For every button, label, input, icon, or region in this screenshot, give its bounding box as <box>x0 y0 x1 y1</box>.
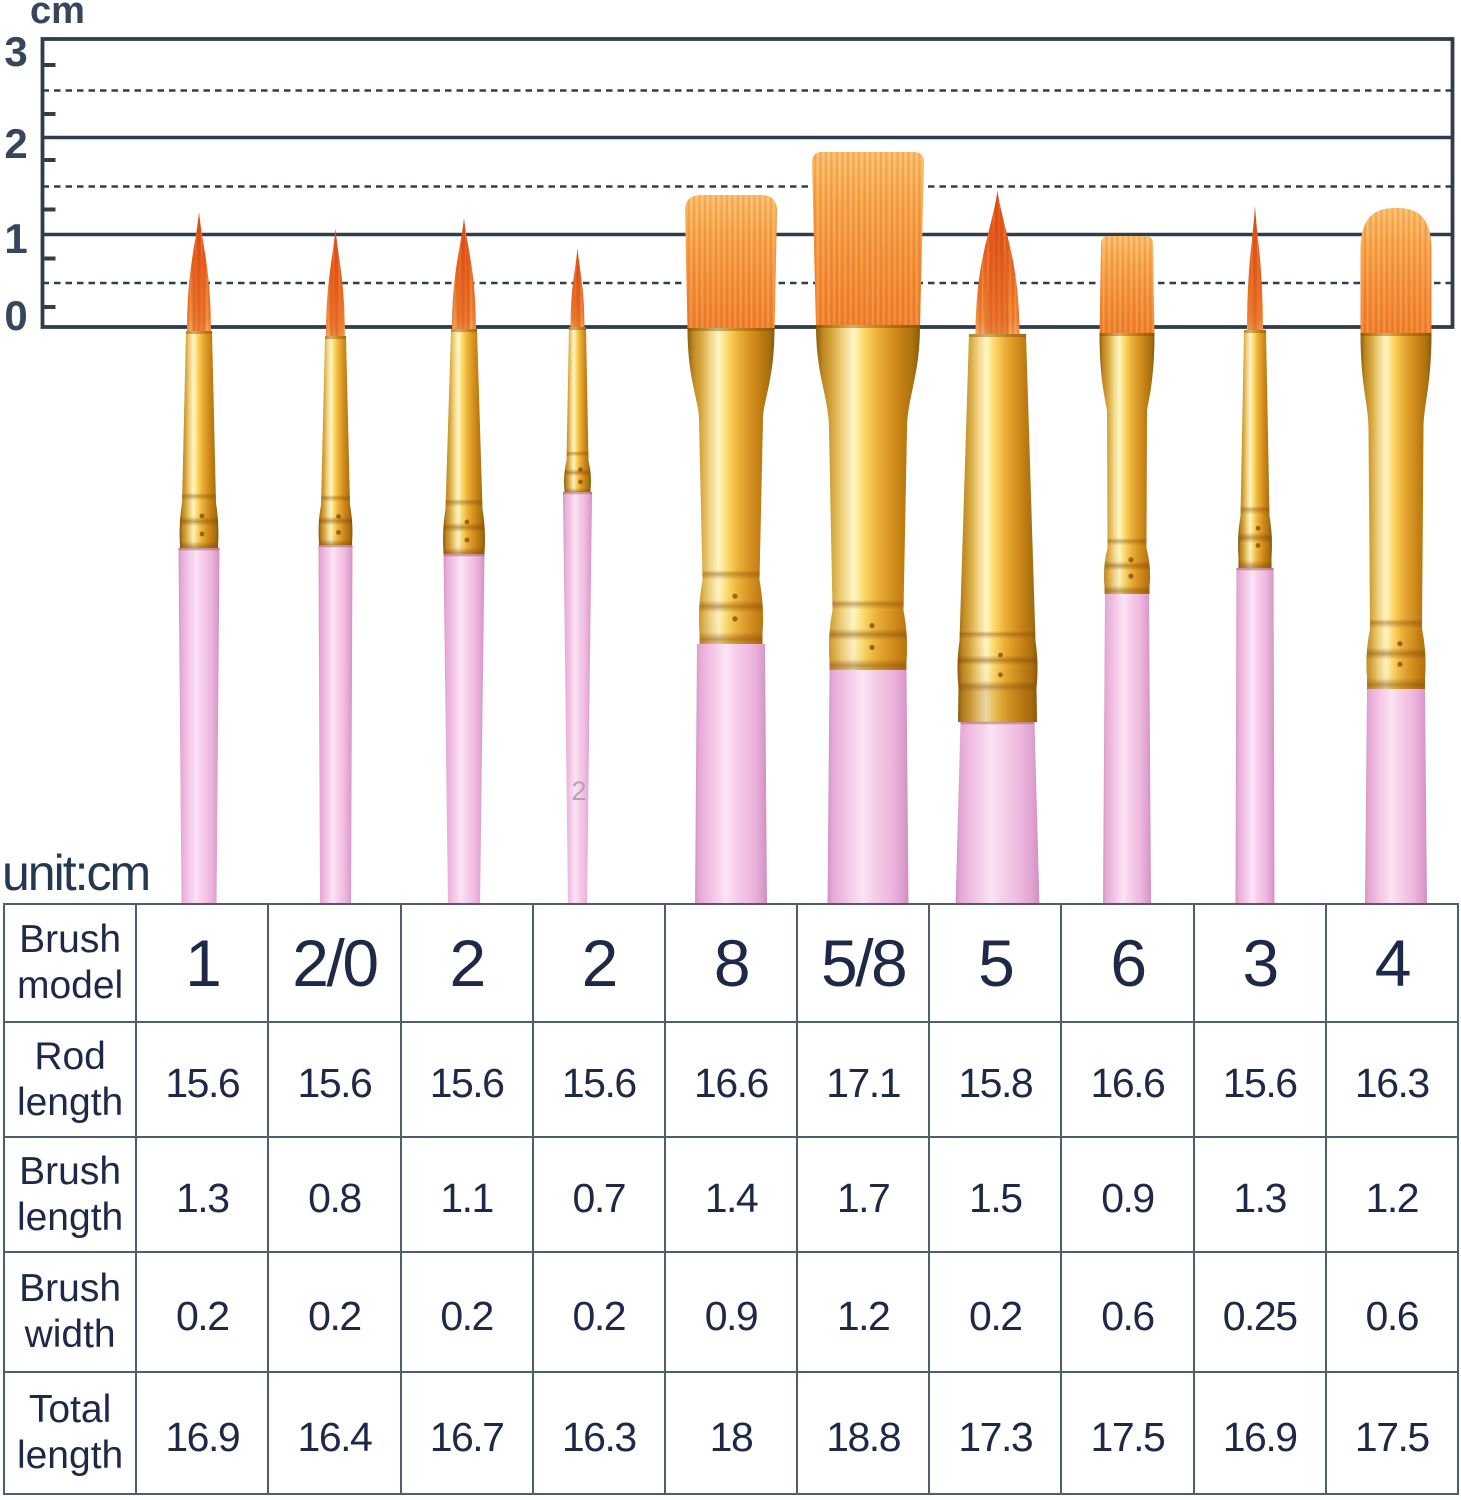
svg-text:2: 2 <box>571 776 586 806</box>
